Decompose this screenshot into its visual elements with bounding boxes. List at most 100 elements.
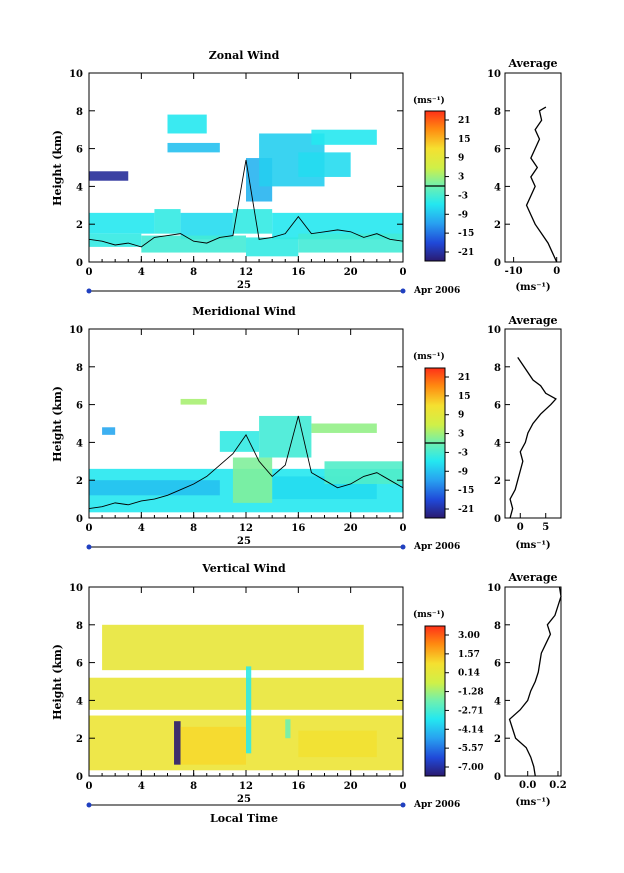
avg-line [509, 356, 557, 519]
month-label: Apr 2006 [413, 286, 460, 296]
meridional-heatmap [88, 398, 404, 513]
day-end-dot [400, 544, 406, 550]
x-tick-label: 16 [291, 781, 305, 792]
heatmap-cell [174, 721, 181, 765]
zonal-title: Zonal Wind [209, 49, 280, 62]
y-tick-label: 8 [76, 363, 83, 374]
heatmap-cell [246, 237, 299, 257]
x-tick-label: 0 [86, 267, 93, 278]
avg-line [508, 586, 562, 777]
colorbar-tick-label: -7.00 [458, 763, 484, 773]
day-start-dot [86, 544, 92, 550]
x-tick-label: 12 [239, 781, 253, 792]
heatmap-cell [89, 171, 129, 181]
avg-y-tick-label: 0 [494, 514, 501, 525]
colorbar-tick-label: 21 [458, 116, 471, 126]
heatmap-cell [89, 480, 220, 496]
x-tick-label: 16 [291, 267, 305, 278]
vertical-avg-frame [504, 586, 562, 777]
y-tick-label: 10 [69, 69, 83, 80]
avg-y-tick-label: 4 [494, 696, 501, 707]
month-label: Apr 2006 [413, 542, 460, 552]
colorbar-tick-label: -2.71 [458, 706, 484, 716]
avg-y-tick-label: 2 [494, 220, 501, 231]
y-tick-label: 2 [76, 734, 83, 745]
colorbar-tick-label: -9 [458, 210, 468, 220]
meridional-ylabel: Height (km) [51, 386, 64, 462]
heatmap-cell [102, 427, 116, 435]
month-label: Apr 2006 [413, 800, 460, 810]
colorbar-tick-label: 9 [458, 411, 464, 421]
colorbar-tick-label: 3 [458, 173, 464, 183]
heatmap-cell [311, 129, 377, 145]
heatmap-cell [232, 209, 273, 234]
zero-contour [88, 159, 404, 248]
avg-y-tick-label: 2 [494, 476, 501, 487]
day-label: 25 [237, 280, 251, 291]
heatmap-cell [324, 461, 403, 484]
colorbar-tick-label: -3 [458, 191, 468, 201]
y-tick-label: 6 [76, 145, 83, 156]
avg-y-tick-label: 4 [494, 438, 501, 449]
avg-y-tick-label: 8 [494, 107, 501, 118]
colorbar-tick-label: 15 [458, 392, 471, 402]
avg-y-tick-label: 8 [494, 621, 501, 632]
zonal-avg-xlabel: (ms⁻¹) [515, 282, 550, 293]
x-tick-label: 12 [239, 267, 253, 278]
heatmap-cell [311, 423, 377, 433]
avg-x-tick-label: 0.2 [549, 780, 566, 791]
x-tick-label: 0 [400, 523, 407, 534]
vertical-avg-xlabel: (ms⁻¹) [515, 797, 550, 808]
x-tick-label: 16 [291, 523, 305, 534]
zonal-ylabel: Height (km) [51, 130, 64, 206]
x-tick-label: 0 [86, 781, 93, 792]
avg-y-tick-label: 8 [494, 363, 501, 374]
x-tick-label: 0 [400, 781, 407, 792]
meridional-avg-frame [504, 328, 562, 519]
meridional-avg-profile: 0 2 4 6 8 10 0 5 [487, 325, 557, 533]
zonal-heatmap [88, 114, 404, 257]
heatmap-cell [298, 152, 351, 177]
y-tick-label: 4 [76, 182, 83, 193]
y-tick-label: 0 [76, 514, 83, 525]
colorbar-tick-label: -9 [458, 467, 468, 477]
colorbar-tick-label: -15 [458, 229, 474, 239]
avg-x-tick-label: 0 [517, 522, 524, 533]
colorbar-tick-label: 1.57 [458, 650, 480, 660]
zonal-colorbar-label: (ms⁻¹) [413, 95, 445, 106]
heatmap-cell [89, 212, 155, 234]
heatmap-cell [219, 431, 260, 452]
vertical-heatmap [89, 624, 403, 771]
vertical-colorbar [424, 625, 446, 777]
meridional-colorbar-ticks: 21 15 9 3 -3 -9 -15 -21 [445, 373, 474, 515]
zonal-colorbar-ticks: 21 15 9 3 -3 -9 -15 -21 [445, 116, 474, 258]
heatmap-cell [102, 624, 364, 671]
meridional-colorbar-label: (ms⁻¹) [413, 351, 445, 362]
colorbar-tick-label: -21 [458, 248, 474, 258]
local-time-xlabel: Local Time [210, 812, 278, 825]
avg-y-tick-label: 0 [494, 772, 501, 783]
zonal-avg-frame [504, 72, 562, 263]
heatmap-cell [89, 233, 142, 247]
colorbar-tick-label: -15 [458, 486, 474, 496]
y-tick-label: 8 [76, 107, 83, 118]
y-tick-label: 2 [76, 220, 83, 231]
day-label: 25 [237, 536, 251, 547]
heatmap-cell [141, 235, 246, 253]
avg-y-tick-label: 6 [494, 145, 501, 156]
zonal-avg-title: Average [507, 57, 557, 70]
y-tick-label: 10 [69, 583, 83, 594]
y-tick-label: 4 [76, 438, 83, 449]
heatmap-cell [246, 666, 252, 754]
x-tick-label: 12 [239, 523, 253, 534]
x-tick-label: 8 [190, 267, 197, 278]
vertical-avg-title: Average [507, 571, 557, 584]
colorbar-tick-label: -1.28 [458, 688, 484, 698]
colorbar-tick-label: -3 [458, 448, 468, 458]
y-tick-label: 8 [76, 621, 83, 632]
heatmap-cell [285, 719, 291, 739]
x-tick-label: 8 [190, 523, 197, 534]
